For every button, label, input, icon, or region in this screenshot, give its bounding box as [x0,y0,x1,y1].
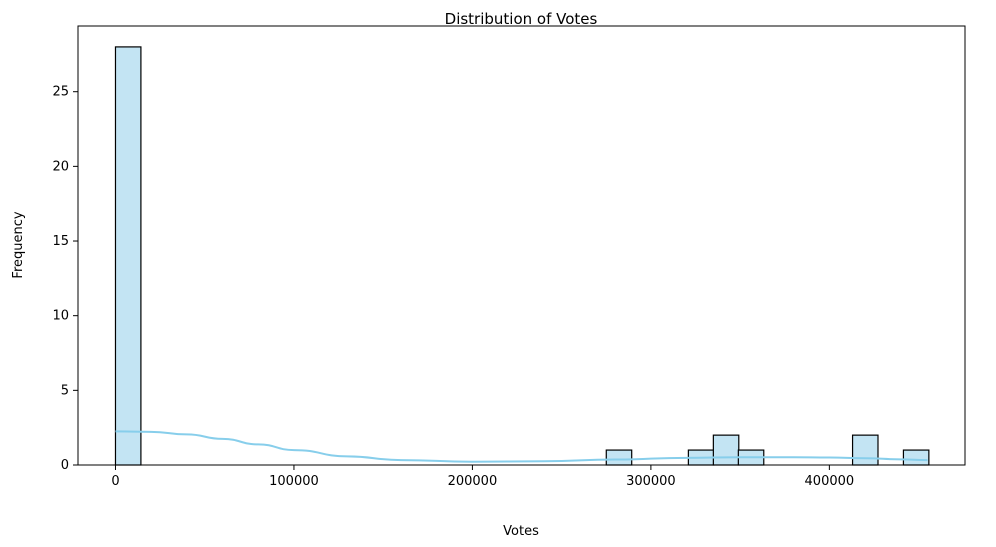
x-tick-label: 200000 [448,474,498,489]
y-tick-label: 10 [52,309,69,324]
histogram-bars [114,46,930,466]
x-tick-label: 400000 [805,474,855,489]
x-axis-label: Votes [503,524,539,539]
histogram-bar [605,449,633,466]
y-axis-ticks: 0 5 10 15 20 25 [52,85,78,473]
y-tick-label: 5 [61,383,69,398]
chart-title: Distribution of Votes [445,10,598,28]
x-tick-label: 100000 [269,474,319,489]
histogram-bar [114,46,142,466]
y-tick-label: 25 [52,85,69,100]
plot-frame [77,25,966,466]
x-axis-ticks: 0 100000 200000 300000 400000 [111,465,854,489]
histogram-bar [851,434,879,466]
y-tick-label: 0 [61,458,69,473]
y-tick-label: 20 [52,159,69,174]
y-axis-label: Frequency [11,211,26,278]
x-tick-label: 300000 [626,474,676,489]
x-tick-label: 0 [111,474,119,489]
histogram-bar [712,434,740,466]
y-tick-label: 15 [52,234,69,249]
histogram-bar [902,449,930,466]
kde-curve [115,430,928,463]
